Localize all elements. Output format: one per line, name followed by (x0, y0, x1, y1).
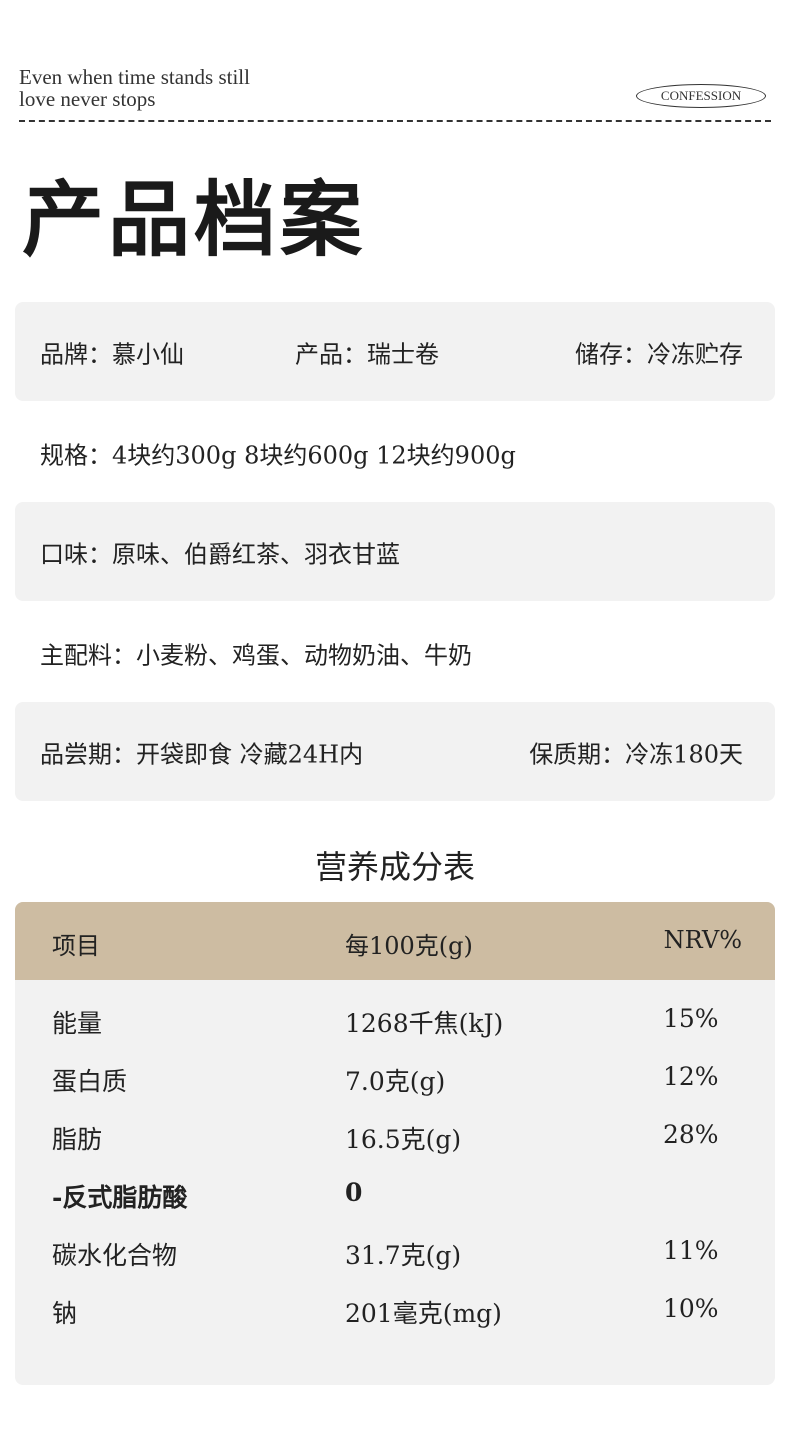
table-row: 脂肪 16.5克(g) 28% (15, 1120, 775, 1160)
cell-item: 蛋白质 (52, 1067, 128, 1096)
cell-value: 0 (345, 1178, 363, 1207)
info-row-flavor: 口味：原味、伯爵红茶、羽衣甘蓝 (15, 502, 775, 601)
table-row: 钠 201毫克(mg) 10% (15, 1294, 775, 1334)
table-row: 能量 1268千焦(kJ) 15% (15, 1004, 775, 1044)
cell-item: 碳水化合物 (52, 1241, 178, 1270)
product: 产品：瑞士卷 (295, 340, 439, 368)
storage: 储存：冷冻贮存 (575, 340, 743, 368)
header-nrv: NRV% (663, 926, 742, 954)
cell-nrv: 11% (663, 1236, 719, 1265)
table-row: -反式脂肪酸 0 (15, 1178, 775, 1218)
cell-item: 钠 (52, 1299, 78, 1328)
info-row-dates: 品尝期：开袋即食 冷藏24H内 保质期：冷冻180天 (15, 702, 775, 801)
header-item: 项目 (52, 932, 100, 960)
confession-badge: CONFESSION (636, 84, 766, 108)
slogan-line-2: love never stops (19, 87, 156, 111)
shelf-life: 保质期：冷冻180天 (529, 740, 743, 768)
info-row-spec: 规格：4块约300g 8块约600g 12块约900g (15, 403, 775, 502)
cell-value: 31.7克(g) (345, 1241, 462, 1270)
info-row-brand: 品牌：慕小仙 产品：瑞士卷 储存：冷冻贮存 (15, 302, 775, 401)
cell-item: 脂肪 (52, 1125, 103, 1154)
brand: 品牌：慕小仙 (40, 340, 184, 368)
page-title: 产品档案 (22, 172, 367, 268)
info-row-ingredients: 主配料：小麦粉、鸡蛋、动物奶油、牛奶 (15, 603, 775, 702)
table-header: 项目 每100克(g) NRV% (15, 902, 775, 980)
slogan-line-1: Even when time stands still (19, 65, 250, 89)
cell-nrv: 28% (663, 1120, 719, 1149)
table-row: 碳水化合物 31.7克(g) 11% (15, 1236, 775, 1276)
nutrition-title: 营养成分表 (314, 848, 475, 886)
tasting-period: 品尝期：开袋即食 冷藏24H内 (40, 740, 364, 768)
table-row: 蛋白质 7.0克(g) 12% (15, 1062, 775, 1102)
header-per100g: 每100克(g) (345, 932, 473, 960)
cell-nrv: 10% (663, 1294, 719, 1323)
cell-item: -反式脂肪酸 (52, 1183, 188, 1212)
cell-value: 7.0克(g) (345, 1067, 446, 1096)
cell-nrv: 12% (663, 1062, 719, 1091)
flavor: 口味：原味、伯爵红茶、羽衣甘蓝 (40, 540, 400, 568)
cell-item: 能量 (52, 1009, 103, 1038)
cell-value: 1268千焦(kJ) (345, 1009, 504, 1038)
ingredients: 主配料：小麦粉、鸡蛋、动物奶油、牛奶 (40, 641, 472, 669)
cell-value: 201毫克(mg) (345, 1299, 502, 1328)
cell-nrv: 15% (663, 1004, 719, 1033)
spec: 规格：4块约300g 8块约600g 12块约900g (40, 441, 516, 469)
cell-value: 16.5克(g) (345, 1125, 462, 1154)
dashed-divider (19, 120, 771, 122)
slogan: Even when time stands still love never s… (19, 66, 250, 110)
nutrition-table: 项目 每100克(g) NRV% 能量 1268千焦(kJ) 15% 蛋白质 7.0克… (15, 902, 775, 1385)
